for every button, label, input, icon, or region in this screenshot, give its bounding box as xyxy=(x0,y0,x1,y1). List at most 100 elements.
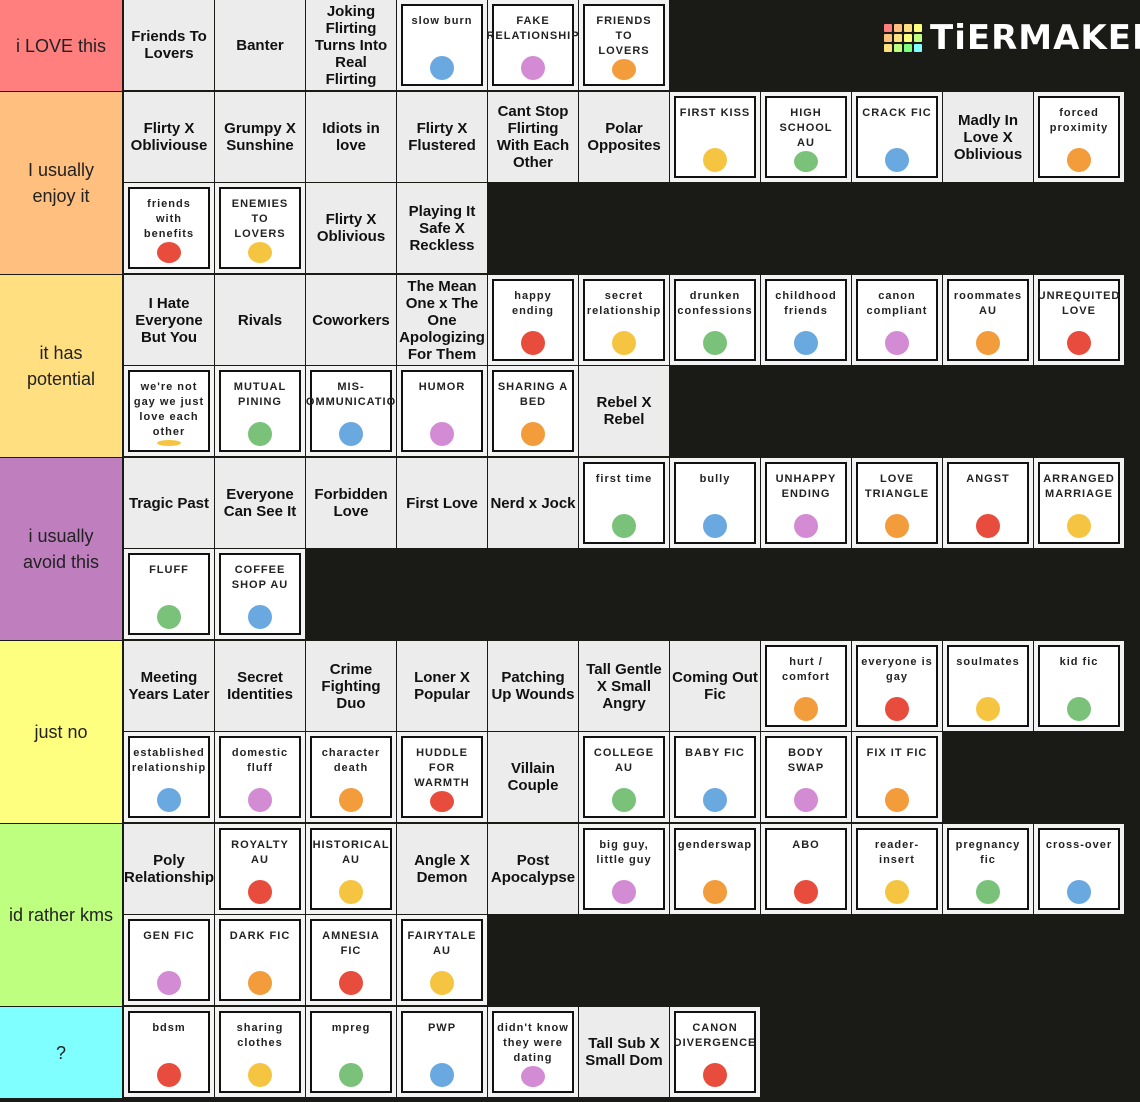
item-card: FAKE RELATIONSHIP xyxy=(488,0,578,90)
item-label: domestic fluff xyxy=(231,747,289,774)
card: happy ending xyxy=(492,279,574,361)
tier-items: Tragic Past Everyone Can See It Forbidden … xyxy=(124,458,1138,640)
item-label: bdsm xyxy=(152,1022,186,1034)
card: big guy, little guy xyxy=(583,828,665,910)
item-card: FLUFF xyxy=(124,549,214,639)
item-label: happy ending xyxy=(511,290,555,317)
item-label: Tall Sub X Small Dom xyxy=(579,1007,669,1097)
item-icon xyxy=(248,971,272,995)
item-icon xyxy=(157,440,181,446)
item-card: childhood friends xyxy=(761,275,851,365)
item-icon xyxy=(703,331,727,355)
item-label: Joking Flirting Turns Into Real Flirting xyxy=(306,0,396,90)
card: ROYALTY AU xyxy=(219,828,301,910)
card: FAIRYTALE AU xyxy=(401,919,483,1001)
item-label: Rivals xyxy=(215,275,305,365)
item-card: domestic fluff xyxy=(215,732,305,822)
item-label: HUDDLE FOR WARMTH xyxy=(414,747,470,789)
item-label: Forbidden Love xyxy=(306,458,396,548)
item-icon xyxy=(885,514,909,538)
tier-label: i LOVE this xyxy=(0,0,124,91)
item-card: ENEMIES TO LOVERS xyxy=(215,183,305,273)
item-label: ABO xyxy=(792,839,820,851)
card: BABY FIC xyxy=(674,736,756,818)
item-label: Patching Up Wounds xyxy=(488,641,578,731)
item-icon xyxy=(430,791,454,812)
item-label: secret relationship xyxy=(586,290,662,317)
tier-items: Meeting Years Later Secret Identities Crim… xyxy=(124,641,1138,823)
item-label: Nerd x Jock xyxy=(488,458,578,548)
card: DARK FIC xyxy=(219,919,301,1001)
item-card: forced proximity xyxy=(1034,92,1124,182)
item-label: UNREQUITED LOVE xyxy=(1037,290,1121,317)
item-card: everyone is gay xyxy=(852,641,942,731)
item-card: ARRANGED MARRIAGE xyxy=(1034,458,1124,548)
card: established relationship xyxy=(128,736,210,818)
item-label: established relationship xyxy=(131,747,207,774)
item-label: forced proximity xyxy=(1049,107,1109,134)
card: FRIENDS TO LOVERS xyxy=(583,4,665,86)
card: LOVE TRIANGLE xyxy=(856,462,938,544)
item-label: BABY FIC xyxy=(685,747,745,759)
item-card: UNHAPPY ENDING xyxy=(761,458,851,548)
card: ENEMIES TO LOVERS xyxy=(219,187,301,269)
item-label: CRACK FIC xyxy=(862,107,932,119)
item-icon xyxy=(1067,697,1091,721)
tier: I usually enjoy it Flirty X Obliviouse Gru… xyxy=(0,92,1140,274)
card: mpreg xyxy=(310,1011,392,1093)
item-label: FAKE RELATIONSHIP xyxy=(488,15,578,42)
card: character death xyxy=(310,736,392,818)
tier-items: I Hate Everyone But You Rivals Coworkers Th… xyxy=(124,275,1138,457)
item-label: Madly In Love X Oblivious xyxy=(943,92,1033,182)
item-label: Tall Gentle X Small Angry xyxy=(579,641,669,731)
card: HISTORICAL AU xyxy=(310,828,392,910)
card: we're not gay we just love each other xyxy=(128,370,210,452)
item-label: we're not gay we just love each other xyxy=(133,381,205,438)
item-label: SHARING A BED xyxy=(497,381,569,408)
item-icon xyxy=(339,880,363,904)
card: ARRANGED MARRIAGE xyxy=(1038,462,1120,544)
item-icon xyxy=(157,242,181,263)
item-label: Friends To Lovers xyxy=(124,0,214,90)
item-label: sharing clothes xyxy=(236,1022,284,1049)
tier: ? bdsm sharing clothes mpreg PWP didn't know … xyxy=(0,1007,1140,1098)
item-icon xyxy=(794,151,818,172)
card: cross-over xyxy=(1038,828,1120,910)
item-label: FRIENDS TO LOVERS xyxy=(596,15,652,57)
item-icon xyxy=(521,331,545,355)
item-card: ROYALTY AU xyxy=(215,824,305,914)
item-icon xyxy=(794,880,818,904)
item-card: bdsm xyxy=(124,1007,214,1097)
item-label: HUMOR xyxy=(418,381,466,393)
card: secret relationship xyxy=(583,279,665,361)
item-label: FIX IT FIC xyxy=(866,747,928,759)
item-icon xyxy=(1067,331,1091,355)
item-label: reader-insert xyxy=(874,839,920,866)
item-label: drunken confessions xyxy=(677,290,753,317)
item-card: FRIENDS TO LOVERS xyxy=(579,0,669,90)
item-card: sharing clothes xyxy=(215,1007,305,1097)
item-icon xyxy=(248,788,272,812)
item-card: cross-over xyxy=(1034,824,1124,914)
item-card: happy ending xyxy=(488,275,578,365)
card: childhood friends xyxy=(765,279,847,361)
item-label: Grumpy X Sunshine xyxy=(215,92,305,182)
card: hurt / comfort xyxy=(765,645,847,727)
tier-items: Friends To Lovers Banter Joking Flirting T… xyxy=(124,0,1138,91)
tier-label: it has potential xyxy=(0,275,124,457)
card: genderswap xyxy=(674,828,756,910)
item-card: CANON DIVERGENCE xyxy=(670,1007,760,1097)
item-card: drunken confessions xyxy=(670,275,760,365)
item-card: BODY SWAP xyxy=(761,732,851,822)
item-card: character death xyxy=(306,732,396,822)
item-card: COLLEGE AU xyxy=(579,732,669,822)
tier: just no Meeting Years Later Secret Identit… xyxy=(0,641,1140,823)
item-label: Tragic Past xyxy=(124,458,214,548)
card: FLUFF xyxy=(128,553,210,635)
item-label: I Hate Everyone But You xyxy=(124,275,214,365)
item-card: canon compliant xyxy=(852,275,942,365)
card: roommates AU xyxy=(947,279,1029,361)
item-icon xyxy=(612,880,636,904)
item-card: mpreg xyxy=(306,1007,396,1097)
item-label: Post Apocalypse xyxy=(488,824,578,914)
